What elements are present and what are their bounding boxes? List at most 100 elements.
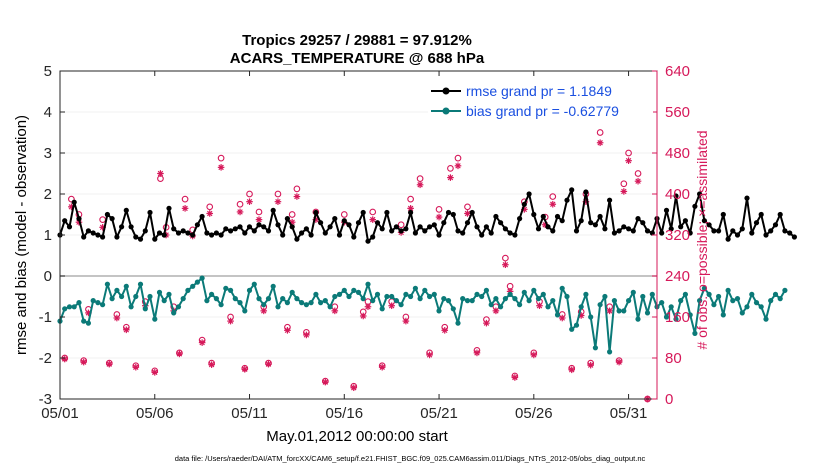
obs-possible-point — [596, 129, 604, 136]
rmse-point — [521, 201, 527, 207]
bias-point — [749, 291, 755, 297]
bias-point — [299, 300, 305, 306]
bias-point — [389, 293, 395, 300]
rmse-point — [592, 222, 599, 228]
bias-point — [682, 291, 689, 297]
rmse-point — [223, 226, 229, 232]
obs-possible-point — [246, 190, 253, 198]
bias-point — [85, 320, 91, 326]
obs-assimilated-point — [255, 216, 263, 223]
rmse-point — [166, 205, 172, 211]
bias-point — [512, 296, 518, 302]
bias-point — [417, 296, 423, 302]
obs-possible-point — [435, 206, 443, 213]
obs-assimilated-point — [303, 331, 310, 339]
bias-point — [313, 291, 319, 297]
bias-point — [341, 287, 347, 293]
rmse-point — [739, 226, 745, 232]
rmse-point — [412, 230, 418, 236]
rmse-point — [588, 220, 594, 226]
rmse-point — [194, 222, 200, 228]
rmse-point — [692, 203, 698, 209]
rmse-point — [621, 224, 627, 230]
bias-point — [351, 287, 357, 293]
rmse-point — [673, 193, 679, 199]
rmse-point — [161, 232, 167, 238]
rmse-point — [607, 197, 613, 203]
obs-assimilated-point — [274, 198, 282, 205]
bias-point — [753, 300, 760, 306]
rmse-point — [498, 220, 504, 226]
rmse-point — [360, 209, 366, 216]
obs-possible-point — [464, 203, 471, 211]
bias-point — [218, 302, 224, 308]
x-tick-label: 05/06 — [136, 405, 174, 422]
rmse-point — [569, 187, 575, 193]
bias-point — [734, 296, 741, 302]
rmse-point — [251, 228, 257, 234]
obs-assimilated-point — [625, 157, 632, 164]
bias-point — [663, 314, 670, 320]
obs-possible-point — [454, 154, 462, 162]
obs-assimilated-point — [322, 378, 329, 386]
rmse-point — [464, 220, 471, 226]
rmse-point — [246, 224, 253, 230]
rmse-point — [441, 220, 447, 226]
bias-point — [730, 298, 736, 304]
obs-assimilated-point — [549, 200, 557, 208]
rmse-point — [109, 216, 115, 222]
x-tick-label: 05/26 — [515, 405, 553, 422]
obs-assimilated-point — [402, 317, 410, 325]
obs-assimilated-point — [157, 170, 164, 177]
bias-point — [355, 289, 362, 295]
obs-assimilated-point — [236, 208, 244, 216]
rmse-point — [649, 230, 655, 236]
rmse-point — [351, 234, 357, 240]
bias-point — [360, 296, 366, 302]
rmse-point — [474, 224, 480, 230]
bias-point — [739, 310, 745, 316]
obs-possible-point — [447, 165, 454, 172]
obs-assimilated-point — [105, 360, 113, 368]
bias-point — [100, 302, 106, 308]
bias-point — [322, 298, 328, 304]
y2-tick-label: 480 — [665, 145, 690, 162]
obs-assimilated-point — [80, 358, 87, 366]
rmse-point — [782, 228, 788, 234]
bias-point — [336, 291, 343, 297]
rmse-point — [199, 213, 205, 220]
obs-assimilated-point — [568, 366, 576, 374]
bias-point — [251, 281, 257, 287]
rmse-point — [204, 230, 210, 236]
bias-point — [232, 296, 238, 302]
obs-assimilated-point — [536, 302, 543, 310]
bias-point — [474, 291, 480, 297]
rmse-point — [398, 228, 404, 234]
y-tick-label: 0 — [44, 268, 52, 285]
bias-point — [137, 281, 144, 287]
bias-point — [692, 330, 698, 336]
obs-assimilated-point — [502, 261, 509, 269]
rmse-point — [85, 228, 91, 234]
bias-point — [592, 345, 599, 351]
obs-possible-point — [255, 208, 263, 216]
rmse-point — [242, 230, 248, 236]
bias-point — [744, 304, 750, 310]
series-lines — [57, 187, 798, 355]
rmse-point — [403, 226, 409, 232]
rmse-point — [322, 230, 328, 236]
bias-point — [716, 293, 722, 300]
bias-point — [327, 304, 333, 310]
bias-point — [190, 283, 196, 289]
obs-assimilated-point — [123, 326, 130, 334]
rmse-point — [270, 207, 276, 213]
obs-possible-point — [549, 193, 557, 200]
rmse-point — [772, 222, 779, 228]
rmse-point — [517, 216, 523, 222]
bias-point — [626, 298, 632, 304]
rmse-point — [678, 224, 684, 230]
obs-assimilated-point — [416, 181, 424, 189]
obs-assimilated-point — [227, 317, 234, 325]
x-tick-label: 05/01 — [41, 405, 79, 422]
bias-point — [284, 300, 290, 306]
